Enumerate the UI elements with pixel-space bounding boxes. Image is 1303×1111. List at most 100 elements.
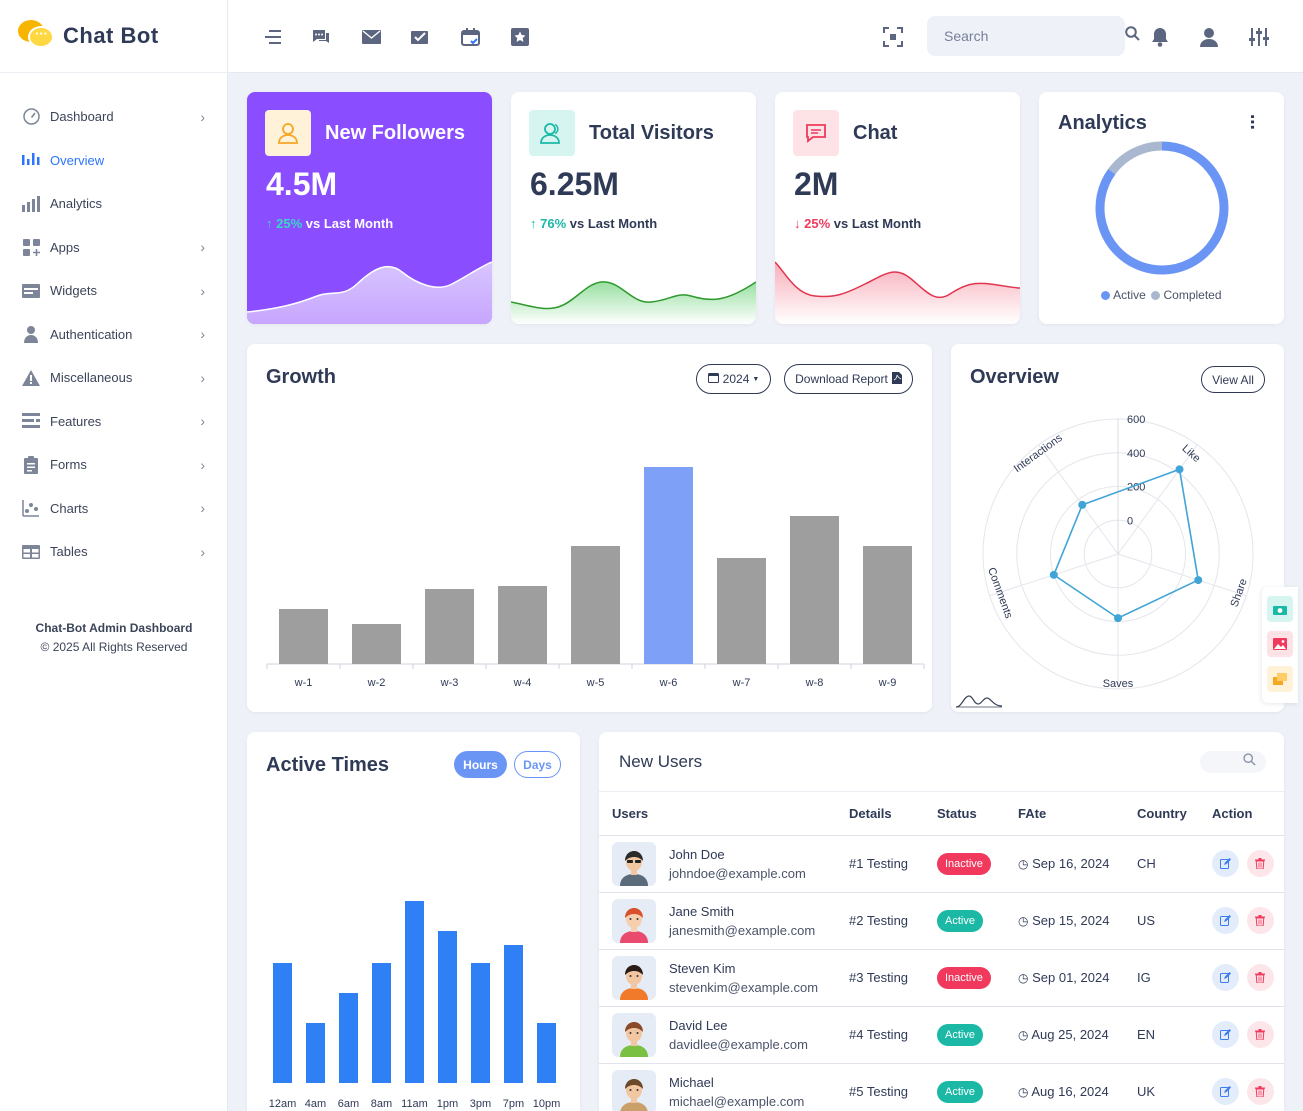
radar-point bbox=[1078, 500, 1087, 509]
stat-card-total-visitors: Total Visitors 6.25M ↑ 76% vs Last Month bbox=[511, 92, 756, 324]
table-row[interactable]: David Lee davidlee@example.com #4 Testin… bbox=[599, 1006, 1284, 1064]
bell-icon[interactable] bbox=[1149, 26, 1171, 48]
view-all-button[interactable]: View All bbox=[1201, 366, 1265, 393]
edit-button[interactable] bbox=[1212, 850, 1239, 877]
user-email: janesmith@example.com bbox=[669, 922, 816, 938]
sidebar-item-dashboard[interactable]: Dashboard › bbox=[0, 95, 227, 139]
more-options-icon[interactable]: ⋯ bbox=[1243, 114, 1260, 130]
pdf-file-icon bbox=[891, 371, 902, 387]
delete-button[interactable] bbox=[1246, 1078, 1274, 1105]
stat-card-new-followers: New Followers 4.5M ↑ 25% vs Last Month bbox=[247, 92, 492, 324]
mail-icon[interactable] bbox=[360, 26, 382, 48]
table-row[interactable]: Jane Smith janesmith@example.com #2 Test… bbox=[599, 892, 1284, 950]
brand[interactable]: Chat Bot bbox=[0, 0, 227, 73]
delete-button[interactable] bbox=[1246, 907, 1274, 934]
edit-button[interactable] bbox=[1212, 907, 1239, 934]
download-report-button[interactable]: Download Report bbox=[784, 364, 913, 394]
x-tick-label: w-9 bbox=[878, 677, 897, 689]
settings-sliders-icon[interactable] bbox=[1248, 26, 1270, 48]
search-icon[interactable] bbox=[1125, 26, 1140, 46]
x-tick-label: 8am bbox=[371, 1098, 392, 1110]
search-input[interactable] bbox=[944, 28, 1125, 44]
donut-slice-active bbox=[1095, 141, 1229, 275]
edit-icon bbox=[1220, 915, 1231, 926]
charts-icon bbox=[22, 499, 40, 517]
sidebar-item-overview[interactable]: Overview bbox=[0, 139, 227, 183]
x-tick-label: w-1 bbox=[294, 677, 313, 689]
active-times-bar bbox=[537, 1023, 556, 1083]
copy-layers-icon[interactable] bbox=[1267, 666, 1293, 692]
date-cell: ◷ Aug 25, 2024 bbox=[1018, 1006, 1137, 1064]
mail-check-icon[interactable] bbox=[409, 26, 431, 48]
card-title: Growth bbox=[266, 366, 336, 388]
arrow-down-icon: ↓ bbox=[794, 216, 801, 231]
avatar bbox=[612, 1069, 656, 1111]
menu-toggle-icon[interactable] bbox=[261, 26, 283, 48]
sidebar-item-apps[interactable]: Apps › bbox=[0, 226, 227, 270]
year-select-button[interactable]: 2024 ▼ bbox=[696, 364, 771, 394]
delete-button[interactable] bbox=[1246, 964, 1274, 991]
delete-button[interactable] bbox=[1246, 850, 1274, 877]
user-email: davidlee@example.com bbox=[669, 1036, 808, 1052]
image-icon[interactable] bbox=[1267, 631, 1293, 657]
radar-axis-label: Share bbox=[1229, 577, 1250, 609]
date-value: Aug 16, 2024 bbox=[1031, 1084, 1109, 1099]
days-toggle-button[interactable]: Days bbox=[514, 751, 561, 778]
users-table: Users Details Status FAte Country Action bbox=[599, 792, 1284, 1111]
camera-icon[interactable] bbox=[1267, 596, 1293, 622]
edit-button[interactable] bbox=[1212, 964, 1239, 991]
sidebar-item-tables[interactable]: Tables › bbox=[0, 530, 227, 574]
sidebar-item-miscellaneous[interactable]: Miscellaneous › bbox=[0, 356, 227, 400]
edit-icon bbox=[1220, 972, 1231, 983]
sidebar-item-charts[interactable]: Charts › bbox=[0, 487, 227, 531]
sidebar-item-authentication[interactable]: Authentication › bbox=[0, 313, 227, 357]
stat-value: 4.5M bbox=[266, 166, 338, 202]
star-bookmark-icon[interactable] bbox=[509, 26, 531, 48]
fullscreen-icon[interactable] bbox=[882, 26, 904, 48]
radar-axis-label: Saves bbox=[1103, 678, 1134, 690]
radar-series-line bbox=[1052, 468, 1200, 620]
sidebar-item-widgets[interactable]: Widgets › bbox=[0, 269, 227, 313]
stat-value: 6.25M bbox=[530, 166, 619, 202]
column-header: Country bbox=[1137, 792, 1212, 836]
calendar-check-icon[interactable] bbox=[459, 26, 481, 48]
active-times-bar bbox=[471, 963, 490, 1083]
hours-toggle-button[interactable]: Hours bbox=[454, 751, 507, 778]
dashboard-icon bbox=[22, 108, 40, 126]
chevron-right-icon: › bbox=[200, 369, 205, 386]
chat-icon[interactable] bbox=[310, 26, 332, 48]
user-icon[interactable] bbox=[1198, 26, 1220, 48]
avatar bbox=[612, 841, 656, 886]
user-cell: Michael michael@example.com bbox=[599, 1063, 849, 1111]
download-report-label: Download Report bbox=[795, 372, 888, 386]
growth-bar bbox=[717, 558, 766, 664]
active-times-bar bbox=[339, 993, 358, 1083]
growth-bar bbox=[498, 586, 547, 664]
sidebar-item-label: Miscellaneous bbox=[50, 370, 133, 386]
user-email: johndoe@example.com bbox=[669, 865, 806, 881]
search-icon[interactable] bbox=[1243, 753, 1256, 771]
x-tick-label: w-5 bbox=[586, 677, 605, 689]
user-cell: Steven Kim stevenkim@example.com bbox=[599, 949, 849, 1007]
sidebar-item-features[interactable]: Features › bbox=[0, 400, 227, 444]
sidebar-item-label: Analytics bbox=[50, 196, 103, 212]
sidebar-item-forms[interactable]: Forms › bbox=[0, 443, 227, 487]
overview-card: Overview View All 0 200 400 600 Like Share Sav… bbox=[951, 344, 1284, 712]
stat-value: 2M bbox=[794, 166, 839, 202]
status-badge: Inactive bbox=[937, 966, 991, 989]
stat-title: Total Visitors bbox=[589, 122, 714, 144]
delete-button[interactable] bbox=[1246, 1021, 1274, 1048]
chat-bubbles-logo-icon bbox=[18, 20, 54, 52]
user-cell: John Doe johndoe@example.com bbox=[599, 835, 849, 893]
table-search[interactable] bbox=[1200, 751, 1266, 773]
sidebar-item-analytics[interactable]: Analytics bbox=[0, 182, 227, 226]
radar-point bbox=[1049, 570, 1058, 579]
table-row[interactable]: Michael michael@example.com #5 Testing A… bbox=[599, 1063, 1284, 1111]
forms-icon bbox=[22, 455, 40, 474]
growth-bar bbox=[790, 516, 839, 664]
edit-button[interactable] bbox=[1212, 1078, 1239, 1105]
table-row[interactable]: Steven Kim stevenkim@example.com #3 Test… bbox=[599, 949, 1284, 1007]
sidebar-item-label: Authentication bbox=[50, 326, 133, 342]
table-row[interactable]: John Doe johndoe@example.com #1 Testing … bbox=[599, 835, 1284, 893]
edit-button[interactable] bbox=[1212, 1021, 1239, 1048]
